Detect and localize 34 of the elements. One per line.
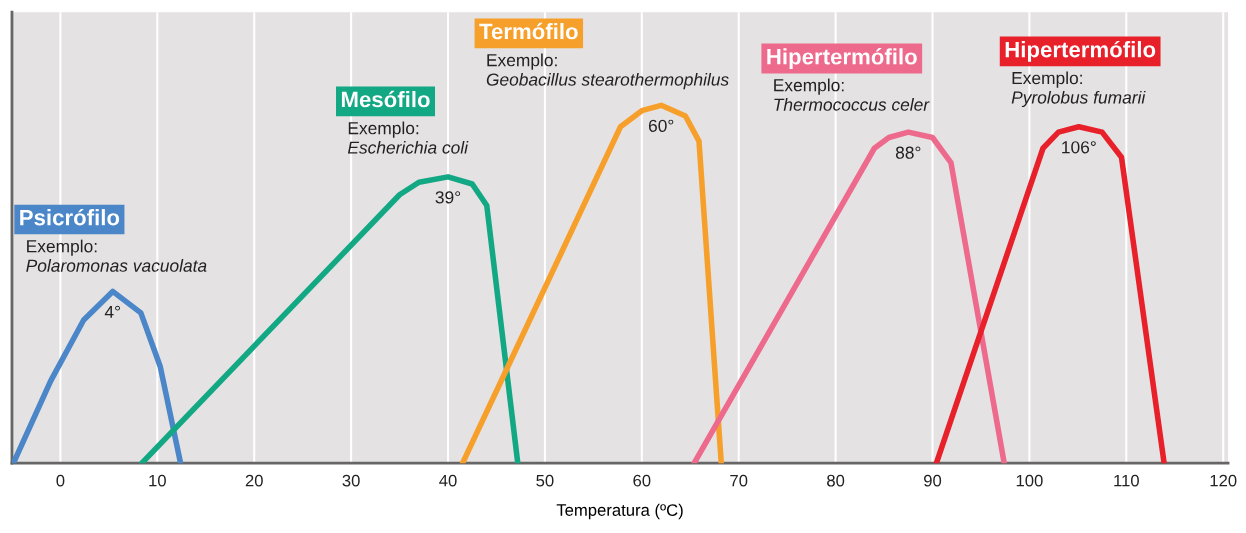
x-tick-label: 90 <box>924 474 942 487</box>
text: Termófilo <box>479 22 578 40</box>
annotation: Escherichia coli <box>347 140 469 154</box>
x-tick-label: 50 <box>536 474 554 487</box>
x-tick-label: 0 <box>56 474 65 487</box>
text: Hipertermófilo <box>767 48 917 69</box>
x-tick-label: 80 <box>827 474 845 487</box>
annotation: Pyrolobus fumarii <box>1011 90 1146 108</box>
annotation: 39° <box>435 191 461 204</box>
x-axis-title: Temperatura (ºC) <box>556 503 683 520</box>
annotation: Thermococcus celer <box>774 98 930 111</box>
annotation: Exemplo: <box>348 121 419 138</box>
x-tick-label: 70 <box>730 474 748 487</box>
text: Exemplo: <box>1012 71 1082 88</box>
annotation: 60° <box>648 119 674 132</box>
text: Mesófilo <box>341 90 430 108</box>
annotation: Exemplo: <box>27 239 97 256</box>
text: Psicrófilo <box>20 208 120 226</box>
x-tick-label: 110 <box>1114 474 1139 487</box>
text: Geobacillus stearothermophilus <box>486 73 729 90</box>
x-tick-label: 20 <box>245 474 263 487</box>
annotation: 4° <box>104 305 120 318</box>
x-tick-label: 10 <box>149 474 166 487</box>
text: Exemplo: <box>487 53 557 70</box>
text: Hipertermófilo <box>1005 40 1156 62</box>
text: Exemplo: <box>774 78 844 95</box>
x-tick-label: 120 <box>1210 474 1237 487</box>
annotation: 88° <box>895 146 921 159</box>
x-tick-label: 40 <box>439 474 457 487</box>
annotation: Polaromonas vacuolata <box>26 259 207 272</box>
x-tick-label: 30 <box>342 474 360 487</box>
annotation: 106° <box>1062 141 1096 154</box>
x-tick-label: 100 <box>1016 474 1043 487</box>
x-tick-label: 60 <box>633 474 651 487</box>
